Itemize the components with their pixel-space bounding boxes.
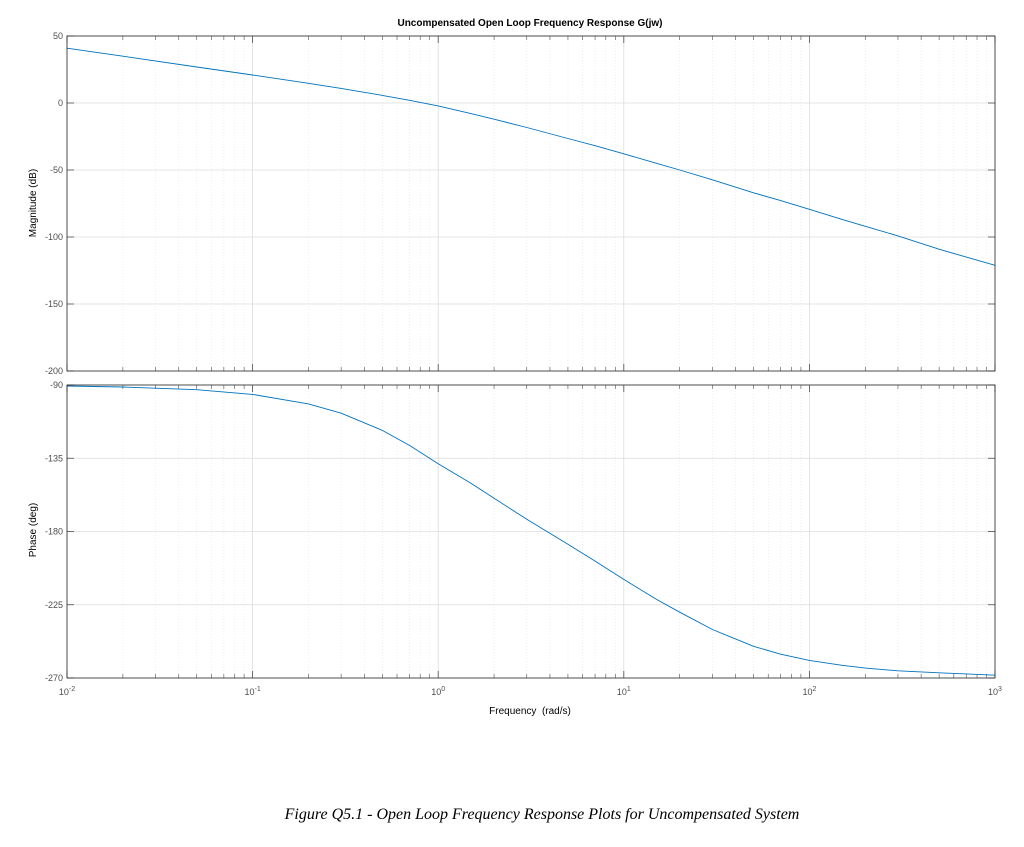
magnitude-panel: 50 0 -50 -100 -150 -200 bbox=[45, 31, 996, 376]
y-tick-label: -200 bbox=[45, 366, 63, 376]
frequency-axis: 10-2 10-1 100 101 102 103 bbox=[59, 686, 1002, 697]
y-tick-label: -150 bbox=[45, 299, 63, 309]
magnitude-axis-label: Magnitude (dB) bbox=[28, 169, 39, 237]
y-tick-label: -135 bbox=[45, 453, 63, 463]
y-tick-label: -270 bbox=[45, 673, 63, 683]
plot-area bbox=[67, 36, 995, 371]
axes-frame bbox=[66, 384, 996, 679]
y-tick-label: -90 bbox=[50, 380, 63, 390]
phase-panel: -90 -135 -180 -225 -270 bbox=[45, 380, 996, 683]
y-tick-label: 0 bbox=[58, 98, 63, 108]
y-tick-label: -180 bbox=[45, 527, 63, 537]
phase-axis-label: Phase (deg) bbox=[28, 503, 39, 557]
x-tick-label: 100 bbox=[431, 686, 445, 697]
y-tick-label: -50 bbox=[50, 165, 63, 175]
x-tick-label: 102 bbox=[802, 686, 816, 697]
y-tick-label: -100 bbox=[45, 232, 63, 242]
phase-series-line bbox=[66, 385, 996, 676]
axes-frame bbox=[66, 35, 996, 372]
magnitude-series-line bbox=[66, 47, 996, 266]
frequency-axis-label: Frequency (rad/s) bbox=[489, 706, 571, 717]
y-tick-label: -225 bbox=[45, 600, 63, 610]
figure-caption: Figure Q5.1 - Open Loop Frequency Respon… bbox=[284, 806, 800, 823]
x-tick-label: 10-1 bbox=[244, 686, 260, 697]
x-tick-label: 101 bbox=[617, 686, 631, 697]
bode-plot-figure: Uncompensated Open Loop Frequency Respon… bbox=[28, 18, 1002, 717]
chart-title: Uncompensated Open Loop Frequency Respon… bbox=[397, 18, 662, 29]
y-tick-label: 50 bbox=[53, 31, 63, 41]
x-tick-label: 103 bbox=[988, 686, 1002, 697]
x-tick-label: 10-2 bbox=[59, 686, 75, 697]
